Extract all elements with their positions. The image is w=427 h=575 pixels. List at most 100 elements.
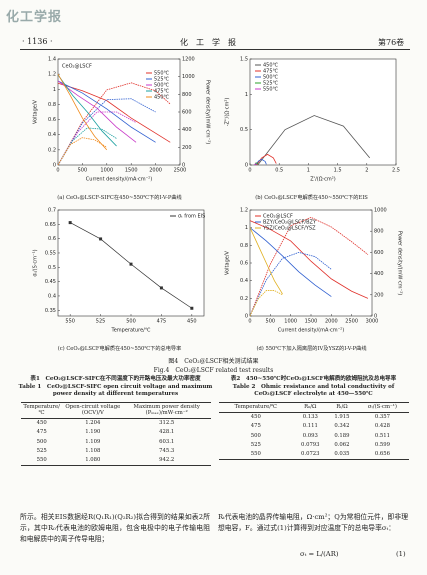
legend-label: 550℃: [263, 87, 279, 93]
y-tick-label: 0.45: [45, 279, 56, 285]
x-tick-label: 0: [248, 319, 251, 325]
table-row: 475 0.111 0.342 0.428: [219, 422, 409, 431]
power-line: [57, 111, 137, 166]
data-point: [190, 306, 194, 310]
table-cell: 500: [36, 438, 47, 445]
y-tick-label: 0.4: [48, 132, 56, 138]
data-point: [129, 262, 133, 266]
table-cell: 603.1: [159, 438, 175, 445]
panel-caption: (c) CeO₂@LSCF电解质在450~550℃下的总电导率: [57, 346, 182, 352]
y2-tick-label: 600: [182, 110, 192, 116]
column-header: R₀/Ω: [304, 404, 317, 411]
plot-frame: [249, 209, 373, 317]
series-line: [255, 158, 267, 166]
legend-label: CeO₂@LSCF: [263, 214, 293, 220]
series-line: [249, 227, 332, 297]
chart-annotation: CeO₂@LSCF: [62, 64, 92, 70]
column-header: Temperature/℃: [23, 404, 60, 417]
legend-label: 475℃: [263, 69, 279, 75]
y-tick-label: 0.35: [45, 308, 56, 314]
table-cell: 525: [36, 447, 47, 454]
table-cell: 450: [36, 420, 47, 427]
x-tick-label: 0.5: [275, 168, 283, 174]
x-tick-label: 3000: [366, 319, 379, 325]
x-axis-title: Temperature/℃: [111, 328, 151, 334]
y-tick-label: 1: [245, 92, 248, 98]
table-cell: 1.190: [85, 429, 101, 436]
table-cell: 0.093: [302, 432, 318, 439]
x-tick-label: 0: [248, 168, 251, 174]
table-cell: 0.656: [374, 451, 390, 458]
y2-tick-label: 400: [182, 127, 192, 133]
column-header: σₜ/(S·cm⁻¹): [367, 404, 397, 411]
y-tick-label: 1.5: [240, 57, 248, 63]
series-line: [57, 74, 117, 147]
table-row: 450 1.204 312.5: [21, 418, 211, 428]
x-tick-label: 550: [65, 319, 75, 325]
y2-axis-title: Power density/(mW·cm⁻²): [205, 80, 211, 144]
x-tick-label: 0: [56, 168, 59, 174]
y2-tick-label: 1000: [374, 208, 387, 214]
series-line: [257, 115, 371, 166]
body-text: 所示。相关EIS数据经R(Q₁R₁)(Q₂R₂)拟合得到的结果如表2所示，其中R…: [20, 513, 210, 543]
table-row: 550 1.080 942.2: [20, 455, 211, 466]
figure-panel: 550 525 500 475 450 0.35 0.4 0.45 0.5 0.55 0.6 0.65…: [33, 208, 206, 334]
table-row: 500 0.093 0.189 0.511: [219, 431, 409, 440]
x-axis-title: Current density/(mA·cm⁻²): [278, 328, 344, 334]
y-tick-label: 0.6: [48, 236, 56, 242]
header-row: Temperature/℃ Open-circuit voltage (OCV)/…: [20, 402, 211, 419]
column-header: Maximum power density (Pₘₐₓ)/mW·cm⁻²: [133, 404, 200, 417]
legend-label: 525℃: [263, 81, 279, 87]
x-tick-label: 1000: [284, 319, 297, 325]
x-tick-label: 525: [96, 319, 106, 325]
legend-label: YSZ/CeO₂@LSCF/YSZ: [262, 226, 316, 232]
y2-tick-label: 1200: [182, 57, 195, 63]
equation-number: (1): [396, 550, 406, 558]
table-cell: 450: [250, 414, 261, 421]
power-line: [249, 216, 369, 317]
figure-caption: 图4 CeO₂@LSCF相关测试结果: [168, 358, 259, 365]
y-tick-label: 0.2: [240, 296, 248, 302]
table-body: 450 1.204 312.5 475 1.190 428.1 500 1.109 603.1 5…: [20, 418, 211, 466]
table-cell: 0.342: [334, 423, 350, 430]
data-point: [99, 237, 103, 241]
x-tick-label: 500: [78, 168, 88, 174]
x-tick-label: 500: [266, 319, 276, 325]
page-number: · 1136 ·: [22, 37, 53, 46]
table-cell: 0.599: [374, 441, 390, 448]
legend-label: 550℃: [154, 71, 170, 77]
table-title: 表1 CeO₂@LSCF-SIFC在不同温度下的开路电压及最大功率密度: [30, 376, 201, 382]
header-row: Temperature/℃ R₀/Ω Rₜ/Ω σₜ/(S·cm⁻¹): [218, 402, 409, 413]
y-tick-label: 0.2: [48, 147, 56, 153]
table-cell: 0.428: [374, 423, 390, 430]
y-axis-title: Voltage/V: [225, 250, 231, 274]
series-line: [57, 80, 156, 143]
x-tick-label: 2.5: [392, 168, 400, 174]
table-cell: 0.0793: [301, 441, 320, 448]
table-cell: 475: [36, 429, 47, 436]
table-row: 525 1.108 745.3: [21, 446, 211, 455]
y-tick-label: 1: [53, 87, 56, 93]
table-cell: 500: [250, 432, 261, 439]
y-tick-label: 0.4: [240, 278, 248, 284]
series-line: [57, 82, 171, 143]
series-line: [249, 220, 369, 299]
table-cell: 1.080: [85, 457, 101, 464]
column-header: Open-circuit voltage (OCV)/V: [65, 404, 121, 417]
figure-panel: 0 500 1000 1500 2000 250000.20.40.60.811.21.4…: [33, 57, 211, 183]
legend-label: 525℃: [154, 77, 170, 83]
legend-label: 475℃: [154, 89, 170, 95]
power-line: [249, 290, 283, 317]
y2-tick-label: 0: [374, 314, 377, 320]
table-cell: 525: [250, 441, 261, 448]
header-rule: [20, 49, 410, 50]
power-line: [57, 137, 108, 166]
y-tick-label: 0.4: [48, 293, 56, 299]
series-line: [57, 73, 108, 151]
legend-label: 450℃: [154, 95, 170, 101]
series-line: [57, 80, 137, 143]
x-tick-label: 1: [307, 168, 310, 174]
table-cell: 550: [36, 457, 47, 464]
table-head: Temperature/℃ R₀/Ω Rₜ/Ω σₜ/(S·cm⁻¹): [218, 402, 409, 413]
y-tick-label: 1.2: [48, 72, 56, 78]
